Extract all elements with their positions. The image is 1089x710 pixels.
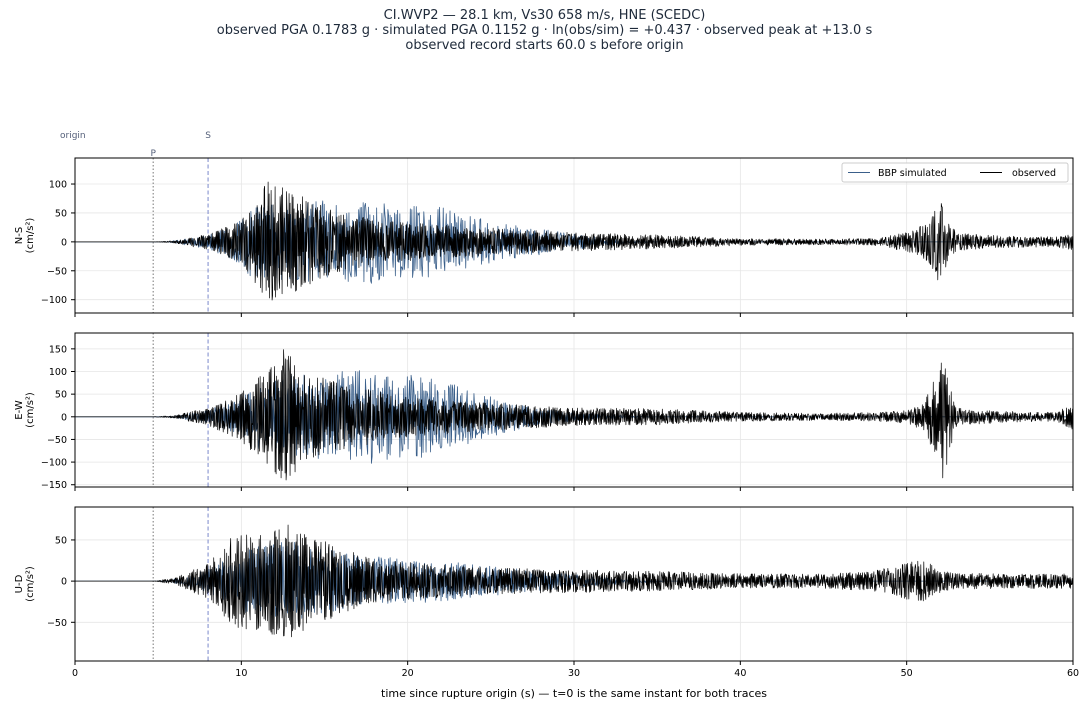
x-tick-label: 40 <box>734 668 746 679</box>
legend-label-observed: observed <box>1012 168 1056 179</box>
panel-3: −50 0 50 0 10 20 30 40 50 60 U-D(cm/s²) <box>14 506 1079 679</box>
y-tick-label: 50 <box>55 390 67 401</box>
x-tick-label: 50 <box>901 668 913 679</box>
panel-2: −150 −100 −50 0 50 100 150 E-W(cm/s²) <box>14 332 1074 491</box>
trace-group <box>75 524 1073 638</box>
y-tick-label: −150 <box>41 480 67 491</box>
y-tick-label: −100 <box>41 295 67 306</box>
y-axis-label-line: (cm/s²) <box>25 392 36 428</box>
origin-marker-label: origin <box>60 131 86 141</box>
trace-group <box>75 349 1073 481</box>
title-line-station: CI.WVP2 — 28.1 km, Vs30 658 m/s, HNE (SC… <box>383 8 706 23</box>
legend-box <box>841 162 1069 183</box>
y-axis-label-line: U-D <box>14 574 25 593</box>
y-tick-label: −100 <box>41 458 67 469</box>
y-tick-label: 100 <box>49 180 67 191</box>
p-marker-label: P <box>150 149 156 159</box>
y-tick-label: −50 <box>47 435 67 446</box>
x-tick-label: 30 <box>568 668 580 679</box>
chart-title: CI.WVP2 — 28.1 km, Vs30 658 m/s, HNE (SC… <box>0 8 1089 53</box>
title-line-pga: observed PGA 0.1783 g · simulated PGA 0.… <box>216 23 873 38</box>
y-tick-label: 50 <box>55 535 67 546</box>
s-marker-label: S <box>205 131 211 141</box>
y-axis-label-line: (cm/s²) <box>25 218 36 254</box>
y-tick-label: 0 <box>61 412 67 423</box>
legend-label-simulated: BBP simulated <box>878 168 947 179</box>
observed-trace <box>75 349 1073 481</box>
x-tick-label: 20 <box>402 668 414 679</box>
y-axis-label-line: E-W <box>14 400 25 420</box>
y-tick-label: 0 <box>61 237 67 248</box>
y-tick-label: 100 <box>49 367 67 378</box>
x-tick-label: 60 <box>1067 668 1079 679</box>
y-tick-label: 50 <box>55 208 67 219</box>
y-tick-label: 0 <box>61 577 67 588</box>
title-line-start: observed record starts 60.0 s before ori… <box>405 38 684 53</box>
panel-1: −100 −50 0 50 100 N-S(cm/s²) origin P S BBP simul… <box>14 131 1074 317</box>
y-axis-label-line: N-S <box>14 227 25 244</box>
y-axis-label: N-S(cm/s²) <box>14 218 36 254</box>
observed-trace <box>75 181 1073 301</box>
x-tick-label: 10 <box>235 668 247 679</box>
y-tick-label: −50 <box>47 266 67 277</box>
x-tick-label: 0 <box>72 668 78 679</box>
y-tick-label: 150 <box>49 344 67 355</box>
y-tick-label: −50 <box>47 618 67 629</box>
x-axis-label: time since rupture origin (s) — t=0 is t… <box>381 687 767 700</box>
trace-group <box>75 181 1073 301</box>
legend: BBP simulated observed <box>841 162 1069 183</box>
y-axis-label: E-W(cm/s²) <box>14 392 36 428</box>
y-axis-label-line: (cm/s²) <box>25 566 36 602</box>
y-axis-label: U-D(cm/s²) <box>14 566 36 602</box>
observed-trace <box>75 524 1073 638</box>
